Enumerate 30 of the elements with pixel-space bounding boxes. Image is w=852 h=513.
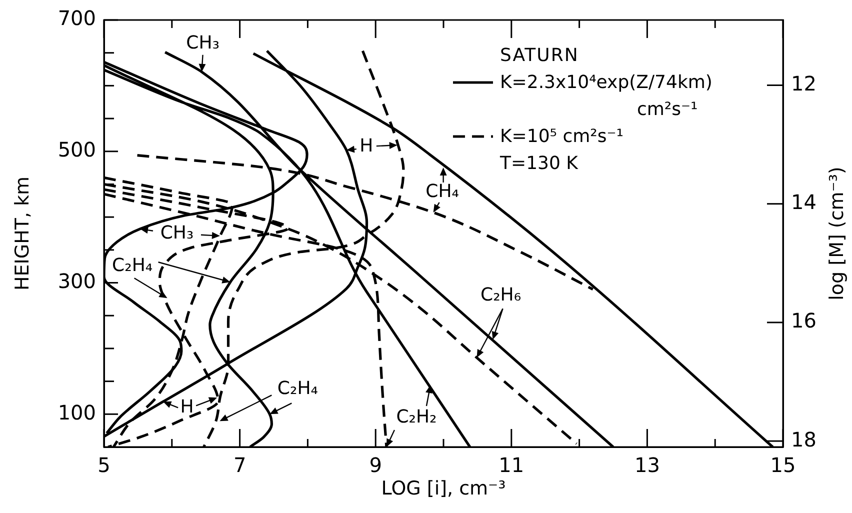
y2-tick-label: 16 xyxy=(791,308,816,333)
annotation: H xyxy=(180,396,194,418)
annotation: H xyxy=(360,136,374,157)
legend-label: K=10⁵ cm²s⁻¹ xyxy=(500,125,624,149)
y2-tick-label: 14 xyxy=(791,190,816,214)
x-tick-label: 9 xyxy=(369,453,382,478)
y-tick-label: 700 xyxy=(58,6,96,30)
annotation: C₂H₄ xyxy=(112,254,153,276)
y-tick-label: 100 xyxy=(58,400,96,424)
y2-tick-label: 18 xyxy=(791,427,816,452)
y2-tick-label: 12 xyxy=(791,71,816,96)
annotation: CH₃ xyxy=(160,222,194,244)
x-axis-title: LOG [i], cm⁻³ xyxy=(381,478,506,500)
legend-title: SATURN xyxy=(499,44,580,68)
legend-label: K=2.3x10⁴exp(Z/74km) cm²s⁻¹ xyxy=(500,71,714,122)
x-tick-label: 13 xyxy=(634,453,660,478)
annotation: CH₄ xyxy=(426,181,459,202)
x-tick-label: 15 xyxy=(770,453,796,478)
annotation: C₂H₂ xyxy=(396,406,437,428)
annotation: T=130 K xyxy=(499,152,580,176)
y-axis-title: HEIGHT, km xyxy=(11,176,34,291)
annotation: C₂H₄ xyxy=(277,378,318,399)
x-tick-label: 7 xyxy=(233,453,246,478)
annotation: C₂H₆ xyxy=(480,284,522,306)
y-tick-label: 500 xyxy=(58,138,96,162)
y-tick-label: 300 xyxy=(58,268,96,293)
annotation: CH₃ xyxy=(186,32,220,54)
x-tick-label: 11 xyxy=(498,453,524,478)
x-tick-label: 5 xyxy=(98,453,110,478)
y2-axis-title: log [M] (cm⁻³) xyxy=(826,166,848,300)
